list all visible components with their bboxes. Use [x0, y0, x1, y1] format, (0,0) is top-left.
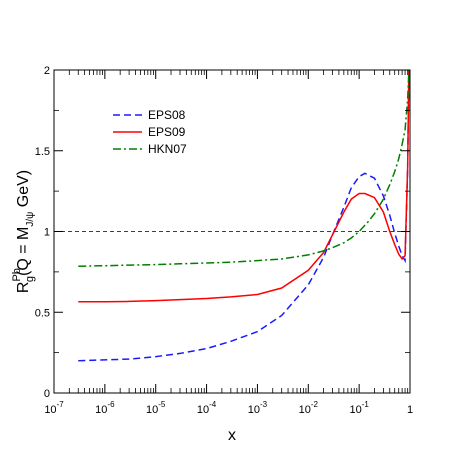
x-tick-label: 10-1	[349, 400, 369, 416]
y-tick-label: 0.5	[35, 307, 50, 319]
y-tick-label: 2	[44, 65, 50, 77]
y-axis-label-rest-end: GeV)	[15, 170, 32, 212]
x-tick-label: 1	[407, 404, 413, 416]
x-axis-ticks: 10-7 10-6 10-5 10-4 10-3 10-2 10-1 1	[44, 70, 413, 416]
series-line-eps08	[78, 70, 410, 362]
legend: EPS08 EPS09 HKN07	[113, 108, 187, 156]
legend-label-hkn07: HKN07	[148, 142, 187, 156]
y-tick-label: 1.5	[35, 146, 50, 158]
series-line-hkn07	[78, 70, 410, 267]
legend-label-eps08: EPS08	[148, 108, 186, 122]
x-tick-label: 10-4	[197, 400, 217, 416]
y-axis-ticks: 0 0.5 1 1.5 2	[35, 65, 410, 400]
y-axis-label: RPbg(Q = MJ/ψ GeV)	[11, 170, 36, 293]
y-axis-label-rest-sub: J/ψ	[25, 212, 36, 227]
y-axis-label-sup: Pb	[11, 268, 23, 281]
x-tick-label: 10-6	[95, 400, 115, 416]
series-layer	[78, 70, 410, 362]
y-axis-label-sub: g	[24, 276, 36, 282]
y-tick-label: 0	[44, 388, 50, 400]
x-tick-label: 10-3	[248, 400, 268, 416]
x-tick-label: 10-7	[44, 400, 64, 416]
legend-label-eps09: EPS09	[148, 125, 186, 139]
x-axis-label: x	[228, 427, 236, 444]
x-tick-label: 10-5	[146, 400, 166, 416]
y-axis-label-rest: (Q = M	[15, 227, 32, 276]
x-tick-label: 10-2	[299, 400, 319, 416]
series-line-eps09	[78, 70, 410, 303]
y-tick-label: 1	[44, 227, 50, 239]
y-axis-label-main: R	[15, 282, 32, 294]
